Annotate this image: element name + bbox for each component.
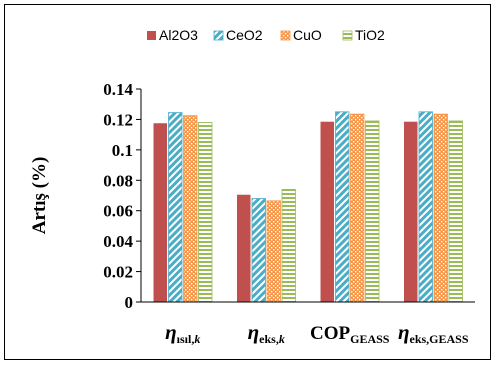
legend-swatch-ceo2 — [213, 30, 224, 41]
legend-label-cuo: CuO — [293, 27, 322, 43]
bar-cuo-2 — [266, 200, 281, 303]
y-tick-label: 0.06 — [103, 202, 133, 221]
bar-tio2-3 — [365, 120, 380, 303]
bar-al2o3-4 — [404, 121, 418, 302]
y-tick-label: 0.12 — [103, 110, 133, 129]
x-category-label: ηeks,k — [248, 320, 285, 346]
bar-ceo2-2 — [251, 198, 266, 303]
legend: Al2O3 CeO2 CuO TiO2 — [147, 27, 385, 43]
chart-frame: Al2O3 CeO2 CuO TiO2 0 0.02 0.04 0.06 0.08 0.1 0.1… — [4, 4, 491, 360]
y-tick-label: 0.04 — [103, 232, 133, 251]
bar-cuo-4 — [433, 113, 448, 303]
y-axis-label: Artış (%) — [29, 157, 50, 235]
legend-swatch-cuo — [280, 30, 291, 41]
bar-tio2-2 — [281, 189, 296, 303]
bar-al2o3-1 — [153, 123, 167, 302]
x-category-label: ηısıl,k — [165, 320, 200, 346]
y-tick-label: 0.08 — [103, 171, 133, 190]
bars — [153, 111, 463, 303]
bar-ceo2-3 — [335, 111, 350, 303]
bar-cuo-3 — [350, 113, 365, 303]
legend-label-al2o3: Al2O3 — [159, 27, 198, 43]
y-tick-label: 0.1 — [112, 141, 133, 160]
legend-label-tio2: TiO2 — [355, 27, 385, 43]
bar-tio2-4 — [448, 120, 463, 303]
y-tick-label: 0.14 — [103, 80, 133, 99]
x-category-label: ηeks,GEASS — [398, 320, 469, 346]
legend-swatch-al2o3 — [147, 31, 156, 40]
bar-chart: Al2O3 CeO2 CuO TiO2 0 0.02 0.04 0.06 0.08 0.1 0.1… — [29, 27, 475, 346]
bar-cuo-1 — [183, 115, 198, 303]
bar-ceo2-1 — [168, 112, 183, 303]
x-axis: ηısıl,k ηeks,k COPGEASS ηeks,GEASS — [141, 301, 475, 346]
legend-label-ceo2: CeO2 — [226, 27, 263, 43]
y-tick-label: 0 — [125, 293, 134, 312]
bar-ceo2-4 — [418, 111, 433, 303]
x-category-label: COPGEASS — [310, 323, 390, 346]
y-tick-label: 0.02 — [103, 263, 133, 282]
legend-swatch-tio2 — [342, 30, 353, 41]
bar-tio2-1 — [198, 122, 213, 303]
bar-al2o3-3 — [320, 121, 334, 302]
y-axis: 0 0.02 0.04 0.06 0.08 0.1 0.12 0.14 — [103, 80, 142, 312]
bar-al2o3-2 — [237, 194, 251, 302]
